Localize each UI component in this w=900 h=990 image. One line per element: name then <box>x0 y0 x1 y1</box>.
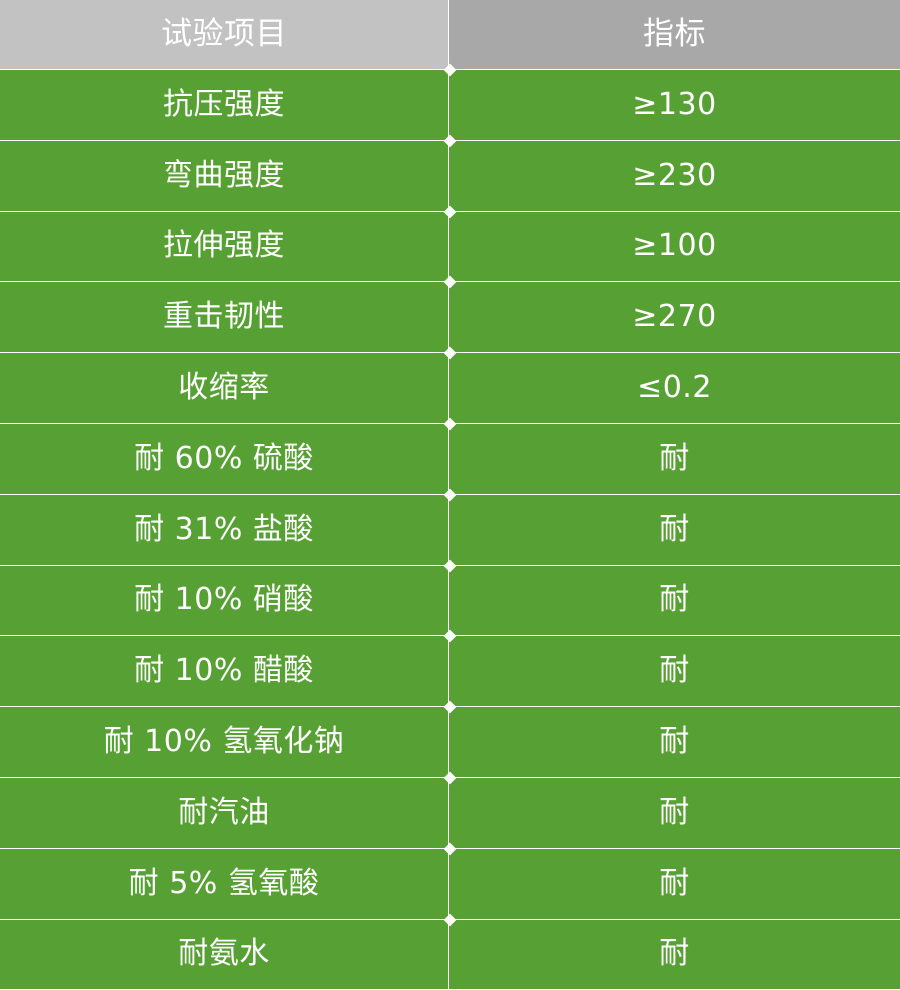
cell-test-item: 耐 10% 醋酸 <box>0 636 449 708</box>
cell-specification: ≥270 <box>449 282 900 354</box>
table-row: 耐 10% 硝酸 耐 <box>0 565 900 637</box>
cell-test-item: 耐 60% 硫酸 <box>0 423 449 495</box>
table-header-row: 试验项目 指标 <box>0 0 900 70</box>
table-row: 耐 10% 醋酸 耐 <box>0 636 900 708</box>
cell-specification: 耐 <box>449 565 900 637</box>
cell-test-item: 耐汽油 <box>0 777 449 849</box>
table-row: 收缩率 ≤0.2 <box>0 353 900 424</box>
cell-specification: 耐 <box>449 636 900 708</box>
cell-test-item: 弯曲强度 <box>0 140 449 212</box>
cell-specification: ≥130 <box>449 70 900 141</box>
cell-specification: 耐 <box>449 423 900 495</box>
cell-test-item: 抗压强度 <box>0 70 449 141</box>
cell-test-item: 耐氨水 <box>0 919 449 990</box>
cell-test-item: 耐 31% 盐酸 <box>0 494 449 566</box>
cell-test-item: 拉伸强度 <box>0 211 449 283</box>
column-header-test-item: 试验项目 <box>0 0 449 70</box>
cell-test-item: 耐 10% 氢氧化钠 <box>0 707 449 778</box>
cell-specification: 耐 <box>449 494 900 566</box>
table-row: 耐 60% 硫酸 耐 <box>0 423 900 495</box>
table-row: 耐氨水 耐 <box>0 919 900 990</box>
column-header-specification: 指标 <box>449 0 900 70</box>
cell-specification: 耐 <box>449 919 900 990</box>
table-row: 抗压强度 ≥130 <box>0 70 900 141</box>
cell-specification: ≥230 <box>449 140 900 212</box>
cell-specification: ≤0.2 <box>449 353 900 424</box>
table-row: 拉伸强度 ≥100 <box>0 211 900 283</box>
table-row: 耐 5% 氢氧酸 耐 <box>0 848 900 920</box>
cell-specification: 耐 <box>449 848 900 920</box>
cell-test-item: 重击韧性 <box>0 282 449 354</box>
cell-test-item: 收缩率 <box>0 353 449 424</box>
table-row: 弯曲强度 ≥230 <box>0 140 900 212</box>
table-row: 耐 31% 盐酸 耐 <box>0 494 900 566</box>
cell-test-item: 耐 5% 氢氧酸 <box>0 848 449 920</box>
cell-specification: 耐 <box>449 777 900 849</box>
table-row: 重击韧性 ≥270 <box>0 282 900 354</box>
table-row: 耐 10% 氢氧化钠 耐 <box>0 707 900 778</box>
table-row: 耐汽油 耐 <box>0 777 900 849</box>
cell-specification: 耐 <box>449 707 900 778</box>
cell-specification: ≥100 <box>449 211 900 283</box>
cell-test-item: 耐 10% 硝酸 <box>0 565 449 637</box>
